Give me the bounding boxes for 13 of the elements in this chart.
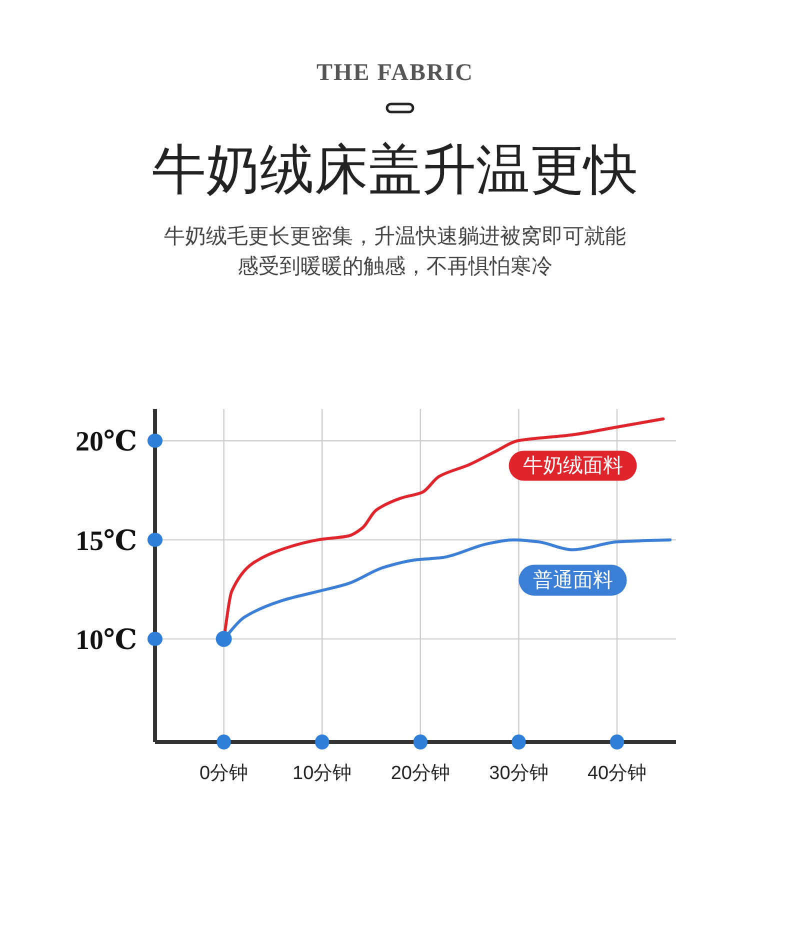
x-tick-label: 10分钟: [292, 763, 352, 784]
x-tick-label: 0分钟: [200, 763, 248, 784]
series-label: 普通面料: [532, 568, 613, 592]
chart-subtitle: 牛奶绒毛更长更密集，升温快速躺进被窝即可就能感受到暖暖的触感，不再惧怕寒冷: [164, 225, 626, 278]
text: THE FABRIC: [316, 60, 474, 86]
y-tick-label: 20℃: [75, 426, 137, 458]
chart-title: 牛奶绒床盖升温更快: [152, 140, 638, 200]
x-tick-label: 20分钟: [390, 763, 450, 784]
x-tick-label: 40分钟: [587, 763, 647, 784]
y-tick-label: 15℃: [75, 526, 137, 557]
y-tick-label: 10℃: [75, 624, 137, 656]
series-label: 牛奶绒面料: [522, 454, 623, 477]
x-tick-label: 30分钟: [489, 763, 548, 784]
